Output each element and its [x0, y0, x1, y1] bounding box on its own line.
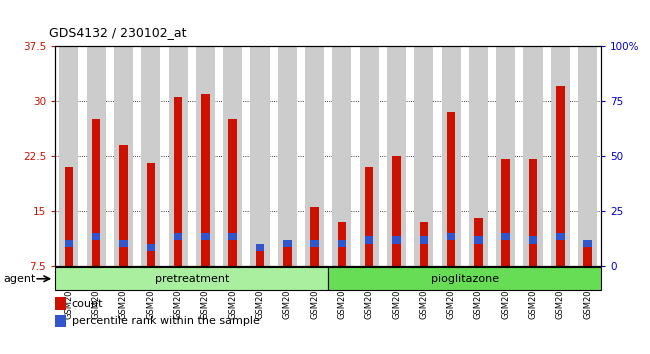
Bar	[337, 222, 346, 266]
Bar	[419, 236, 428, 244]
Bar	[365, 236, 374, 244]
Bar	[92, 119, 101, 266]
Bar	[86, 46, 106, 266]
Bar	[447, 112, 456, 266]
Bar	[474, 218, 483, 266]
Text: pretreatment: pretreatment	[155, 274, 229, 284]
Bar	[523, 46, 543, 266]
Bar	[392, 236, 401, 244]
Text: agent: agent	[3, 274, 36, 284]
Bar	[551, 46, 570, 266]
Bar	[255, 244, 265, 266]
Bar	[501, 233, 510, 240]
Bar	[414, 46, 434, 266]
Bar	[283, 240, 292, 247]
Bar	[228, 233, 237, 240]
Bar	[447, 233, 456, 240]
Bar	[250, 46, 270, 266]
Bar	[55, 315, 66, 327]
Bar	[146, 163, 155, 266]
Bar	[228, 119, 237, 266]
Bar	[392, 156, 401, 266]
Bar	[64, 167, 73, 266]
Bar	[201, 233, 210, 240]
Text: percentile rank within the sample: percentile rank within the sample	[72, 316, 259, 326]
Bar	[55, 267, 328, 290]
Bar	[59, 46, 79, 266]
Text: pioglitazone: pioglitazone	[431, 274, 499, 284]
Bar	[337, 240, 346, 247]
Text: GDS4132 / 230102_at: GDS4132 / 230102_at	[49, 26, 187, 39]
Bar	[441, 46, 461, 266]
Text: count: count	[72, 299, 103, 309]
Bar	[255, 244, 265, 251]
Bar	[501, 159, 510, 266]
Bar	[556, 86, 565, 266]
Bar	[419, 222, 428, 266]
Bar	[223, 46, 242, 266]
Bar	[469, 46, 488, 266]
Bar	[578, 46, 597, 266]
Bar	[310, 207, 319, 266]
Bar	[474, 236, 483, 244]
Bar	[305, 46, 324, 266]
Bar	[387, 46, 406, 266]
Bar	[528, 236, 538, 244]
Bar	[201, 93, 210, 266]
Bar	[55, 297, 66, 310]
Bar	[359, 46, 379, 266]
Bar	[146, 244, 155, 251]
Bar	[556, 233, 565, 240]
Bar	[174, 97, 183, 266]
Bar	[365, 167, 374, 266]
Bar	[278, 46, 297, 266]
Bar	[283, 247, 292, 266]
Bar	[328, 267, 601, 290]
Bar	[174, 233, 183, 240]
Bar	[92, 233, 101, 240]
Bar	[528, 159, 538, 266]
Bar	[496, 46, 515, 266]
Bar	[141, 46, 161, 266]
Bar	[310, 240, 319, 247]
Bar	[583, 244, 592, 266]
Bar	[64, 240, 73, 247]
Bar	[168, 46, 188, 266]
Bar	[119, 145, 128, 266]
Bar	[332, 46, 352, 266]
Bar	[196, 46, 215, 266]
Bar	[119, 240, 128, 247]
Bar	[114, 46, 133, 266]
Bar	[583, 240, 592, 247]
